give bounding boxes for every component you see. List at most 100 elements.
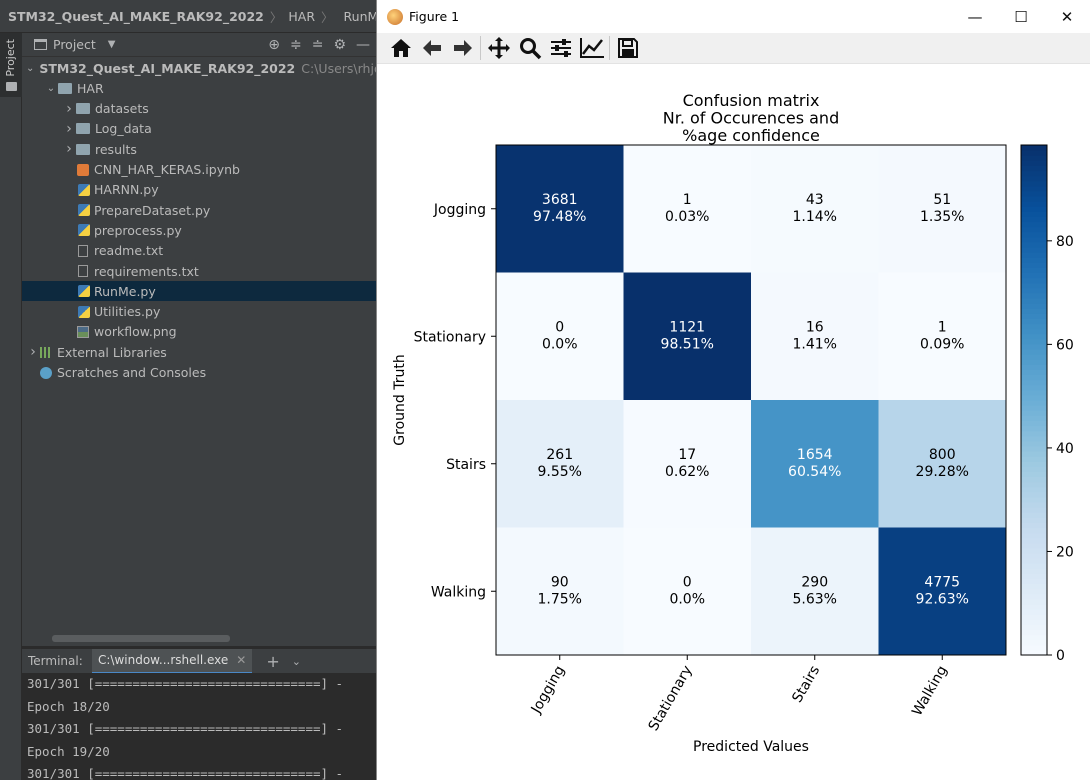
y-tick-label: Stationary xyxy=(414,329,486,345)
chevron-right-icon[interactable]: › xyxy=(30,344,36,361)
colorbar-segment xyxy=(1021,502,1047,508)
colorbar-tick-label: 0 xyxy=(1056,648,1065,664)
terminal-session-tab[interactable]: C:\window...rshell.exe ✕ xyxy=(92,648,253,674)
breadcrumb-folder[interactable]: HAR xyxy=(288,8,316,24)
maximize-icon[interactable]: ☐ xyxy=(1014,7,1028,26)
edit-axis-icon[interactable] xyxy=(576,34,607,62)
tree-item-label: RunMe.py xyxy=(94,283,156,299)
configure-subplots-icon[interactable] xyxy=(545,34,576,62)
tree-item[interactable]: PrepareDataset.py xyxy=(22,200,376,220)
colorbar-segment xyxy=(1021,649,1047,656)
tree-item[interactable]: › Log_data xyxy=(22,119,376,139)
colorbar-segment xyxy=(1021,308,1047,314)
figure-title: Figure 1 xyxy=(409,9,460,24)
colorbar-segment xyxy=(1021,359,1047,365)
home-icon[interactable] xyxy=(385,34,416,62)
colorbar-tick-label: 60 xyxy=(1056,337,1074,353)
chevron-right-icon[interactable]: › xyxy=(66,100,72,117)
tree-item[interactable]: workflow.png xyxy=(22,322,376,342)
colorbar-segment xyxy=(1021,175,1047,182)
cell-percent-label: 60.54% xyxy=(788,464,841,480)
zoom-icon[interactable] xyxy=(514,34,545,62)
colorbar-segment xyxy=(1021,517,1047,523)
minimize-icon[interactable]: — xyxy=(967,7,983,26)
save-icon[interactable] xyxy=(612,34,643,62)
colorbar-segment xyxy=(1021,303,1047,309)
colorbar-segment xyxy=(1021,532,1047,539)
tree-item[interactable]: › datasets xyxy=(22,99,376,119)
tree-item[interactable]: › External Libraries xyxy=(22,342,376,362)
horizontal-scrollbar[interactable] xyxy=(52,635,230,642)
colorbar-segment xyxy=(1021,216,1047,223)
chevron-right-icon[interactable]: › xyxy=(66,141,72,158)
colorbar-segment xyxy=(1021,461,1047,467)
project-view-selector[interactable]: Project xyxy=(53,37,96,52)
add-terminal-icon[interactable]: + xyxy=(266,651,280,671)
tree-item-label: datasets xyxy=(95,101,149,117)
x-tick-label: Stairs xyxy=(789,663,823,706)
pan-icon[interactable] xyxy=(483,34,514,62)
cell-count-label: 17 xyxy=(678,447,696,463)
gear-icon[interactable]: ⚙ xyxy=(333,37,346,53)
colorbar-segment xyxy=(1021,563,1047,569)
back-arrow-icon[interactable] xyxy=(416,34,447,62)
library-icon xyxy=(40,346,52,358)
notebook-file-icon xyxy=(77,163,89,176)
chevron-down-icon[interactable]: ⌄ xyxy=(26,62,35,74)
colorbar-tick-label: 40 xyxy=(1056,441,1074,457)
colorbar-segment xyxy=(1021,598,1047,605)
cell-count-label: 51 xyxy=(933,192,951,208)
breadcrumb-file[interactable]: RunMe.py xyxy=(343,8,380,24)
python-file-icon xyxy=(78,285,90,298)
colorbar-segment xyxy=(1021,614,1047,620)
breadcrumb-project[interactable]: STM32_Quest_AI_MAKE_RAK92_2022 xyxy=(8,8,264,24)
tree-item[interactable]: RunMe.py xyxy=(22,281,376,302)
chevron-right-icon[interactable]: › xyxy=(66,120,72,137)
close-icon[interactable]: ✕ xyxy=(236,653,247,667)
colorbar-segment xyxy=(1021,374,1047,381)
project-tool-tab[interactable]: Project xyxy=(0,33,22,97)
hide-panel-icon[interactable]: — xyxy=(356,37,370,53)
project-panel-tools: ⊕ ≑ ≐ ⚙ — xyxy=(268,37,370,53)
project-panel-header: Project ▼ xyxy=(22,33,376,57)
colorbar-segment xyxy=(1021,298,1047,304)
tree-item[interactable]: ⌄ STM32_Quest_AI_MAKE_RAK92_2022 C:\Users\… xyxy=(22,58,376,78)
colorbar-segment xyxy=(1021,456,1047,462)
colorbar-segment xyxy=(1021,542,1047,549)
expand-all-icon[interactable]: ≑ xyxy=(289,37,302,53)
terminal-session-label: C:\window...rshell.exe xyxy=(98,653,229,667)
plot-canvas[interactable]: Confusion matrix Nr. of Occurences and %ag… xyxy=(377,64,1090,780)
tree-item[interactable]: ⌄ HAR xyxy=(22,78,376,98)
cell-count-label: 3681 xyxy=(542,192,578,208)
forward-arrow-icon[interactable] xyxy=(447,34,478,62)
cell-percent-label: 9.55% xyxy=(538,464,582,480)
python-file-icon xyxy=(78,204,90,217)
colorbar-segment xyxy=(1021,445,1047,452)
tree-item-label: Scratches and Consoles xyxy=(57,365,207,380)
collapse-all-icon[interactable]: ≐ xyxy=(311,37,324,53)
tree-item[interactable]: preprocess.py xyxy=(22,220,376,240)
python-file-icon xyxy=(78,224,90,237)
close-icon[interactable]: ✕ xyxy=(1060,7,1074,26)
matrix-cell xyxy=(878,145,1006,273)
colorbar-segment xyxy=(1021,527,1047,534)
tree-item[interactable]: readme.txt xyxy=(22,241,376,261)
tree-item[interactable]: › results xyxy=(22,139,376,159)
colorbar-segment xyxy=(1021,568,1047,574)
figure-window: Figure 1 — ☐ ✕ xyxy=(376,0,1090,780)
colorbar-segment xyxy=(1021,634,1047,641)
chevron-down-icon[interactable]: ⌄ xyxy=(46,82,56,94)
tree-item[interactable]: Scratches and Consoles xyxy=(22,363,376,383)
folder-icon xyxy=(76,123,90,135)
locate-file-icon[interactable]: ⊕ xyxy=(268,37,280,53)
tree-item[interactable]: requirements.txt xyxy=(22,261,376,281)
cell-count-label: 16 xyxy=(806,319,824,335)
tree-item[interactable]: HARNN.py xyxy=(22,180,376,200)
colorbar-segment xyxy=(1021,394,1047,401)
tree-item[interactable]: CNN_HAR_KERAS.ipynb xyxy=(22,160,376,180)
terminal-output[interactable]: 301/301 [==============================]… xyxy=(22,673,376,780)
chevron-down-icon[interactable]: ⌄ xyxy=(291,654,301,668)
chevron-down-icon[interactable]: ▼ xyxy=(107,39,116,50)
colorbar-segment xyxy=(1021,333,1047,340)
tree-item[interactable]: Utilities.py xyxy=(22,302,376,322)
